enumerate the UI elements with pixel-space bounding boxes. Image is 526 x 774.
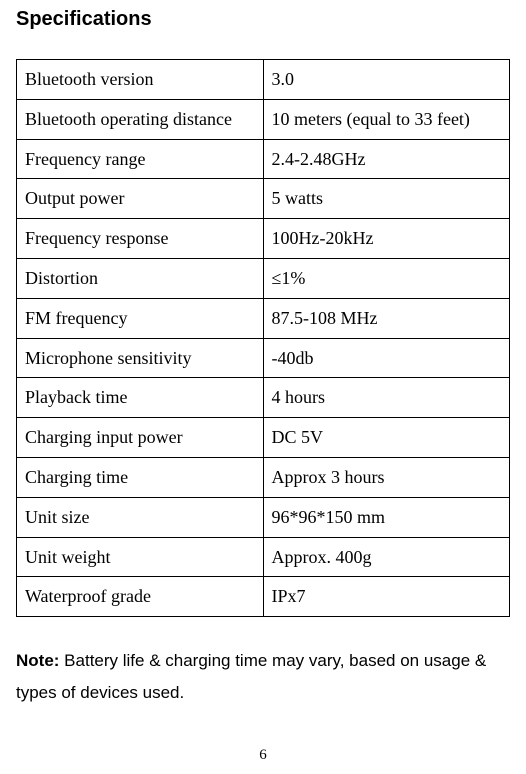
spec-value: 100Hz-20kHz (263, 219, 510, 259)
spec-label: Waterproof grade (17, 577, 264, 617)
spec-label: Playback time (17, 378, 264, 418)
table-row: FM frequency 87.5-108 MHz (17, 298, 510, 338)
spec-value: 96*96*150 mm (263, 497, 510, 537)
table-row: Unit size 96*96*150 mm (17, 497, 510, 537)
spec-value: 2.4-2.48GHz (263, 139, 510, 179)
note-label: Note: (16, 651, 59, 670)
note-paragraph: Note: Battery life & charging time may v… (16, 645, 510, 710)
spec-value: 3.0 (263, 60, 510, 100)
spec-value: -40db (263, 338, 510, 378)
page-number: 6 (0, 747, 526, 764)
specifications-heading: Specifications (16, 8, 510, 31)
spec-value: 4 hours (263, 378, 510, 418)
spec-value: 10 meters (equal to 33 feet) (263, 99, 510, 139)
spec-label: Frequency response (17, 219, 264, 259)
table-row: Charging time Approx 3 hours (17, 457, 510, 497)
spec-value: 87.5-108 MHz (263, 298, 510, 338)
spec-value: Approx. 400g (263, 537, 510, 577)
spec-label: Charging time (17, 457, 264, 497)
specifications-table: Bluetooth version 3.0 Bluetooth operatin… (16, 59, 510, 617)
spec-label: Output power (17, 179, 264, 219)
spec-label: Distortion (17, 258, 264, 298)
spec-value: IPx7 (263, 577, 510, 617)
spec-label: FM frequency (17, 298, 264, 338)
spec-value: ≤1% (263, 258, 510, 298)
spec-label: Charging input power (17, 418, 264, 458)
table-row: Bluetooth operating distance 10 meters (… (17, 99, 510, 139)
spec-label: Bluetooth operating distance (17, 99, 264, 139)
table-row: Frequency range 2.4-2.48GHz (17, 139, 510, 179)
spec-label: Bluetooth version (17, 60, 264, 100)
spec-label: Microphone sensitivity (17, 338, 264, 378)
spec-value: 5 watts (263, 179, 510, 219)
table-row: Unit weight Approx. 400g (17, 537, 510, 577)
table-row: Waterproof grade IPx7 (17, 577, 510, 617)
spec-label: Unit size (17, 497, 264, 537)
table-row: Output power 5 watts (17, 179, 510, 219)
spec-value: Approx 3 hours (263, 457, 510, 497)
table-row: Microphone sensitivity -40db (17, 338, 510, 378)
table-row: Bluetooth version 3.0 (17, 60, 510, 100)
spec-label: Unit weight (17, 537, 264, 577)
table-row: Frequency response 100Hz-20kHz (17, 219, 510, 259)
note-text: Battery life & charging time may vary, b… (16, 651, 486, 702)
table-row: Charging input power DC 5V (17, 418, 510, 458)
table-row: Distortion ≤1% (17, 258, 510, 298)
spec-value: DC 5V (263, 418, 510, 458)
table-row: Playback time 4 hours (17, 378, 510, 418)
spec-label: Frequency range (17, 139, 264, 179)
